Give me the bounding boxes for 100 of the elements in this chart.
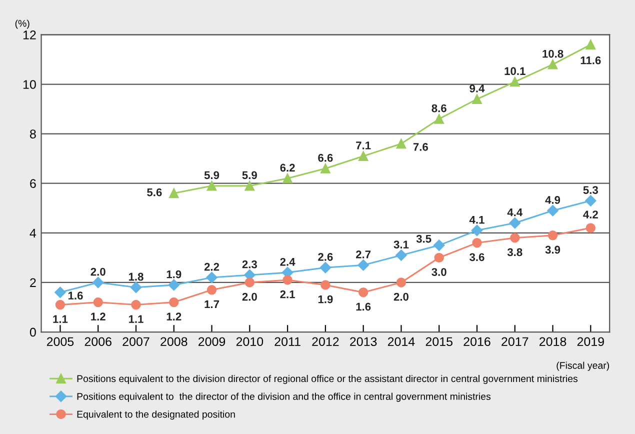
y-tick-label: 0 <box>30 328 36 337</box>
data-label: 2.6 <box>318 252 333 261</box>
point <box>130 282 142 294</box>
data-label: 8.6 <box>432 104 446 112</box>
data-label: 4.9 <box>545 196 560 204</box>
data-label: 1.2 <box>91 312 106 320</box>
x-tick-label: 2005 <box>46 337 74 346</box>
x-tick-label: 2013 <box>350 337 377 346</box>
x-tick-label: 2017 <box>502 337 528 346</box>
data-label: 2.3 <box>242 260 257 268</box>
data-label: 1.9 <box>318 295 333 304</box>
data-label: 2.0 <box>242 292 257 301</box>
point <box>396 250 407 261</box>
x-tick-label: 2010 <box>236 337 264 346</box>
point <box>282 275 292 285</box>
point <box>206 272 218 284</box>
point <box>358 260 369 271</box>
data-label: 3.5 <box>416 234 432 243</box>
y-tick-label: 8 <box>30 130 36 138</box>
point <box>472 238 482 248</box>
point <box>55 300 66 310</box>
point <box>396 138 406 149</box>
data-label: 2.4 <box>280 258 296 266</box>
data-label: 2.7 <box>356 250 371 258</box>
point <box>168 279 180 291</box>
point <box>320 164 330 174</box>
x-tick-label: 2014 <box>388 337 415 346</box>
point <box>396 278 406 288</box>
x-tick-label: 2011 <box>274 337 300 346</box>
legend-label: Positions equivalent to the division director of regional office or the assistant director in central government ministries <box>77 374 578 384</box>
data-label: 1.6 <box>68 292 83 300</box>
point <box>206 180 217 191</box>
data-label: 3.1 <box>394 240 409 248</box>
x-tick-label: 2012 <box>312 337 339 346</box>
data-label: 1.9 <box>166 270 182 278</box>
point <box>510 76 520 87</box>
point <box>169 297 179 308</box>
x-tick-label: 2007 <box>122 337 150 346</box>
y-axis-title: (%) <box>15 20 30 29</box>
data-label: 6.2 <box>280 164 295 172</box>
point <box>244 180 255 191</box>
point <box>548 230 558 240</box>
data-label: 2.0 <box>394 292 408 301</box>
point <box>471 224 483 236</box>
point <box>206 285 217 295</box>
point <box>509 217 520 229</box>
point <box>320 280 330 290</box>
point <box>433 240 445 251</box>
data-label: 10.1 <box>504 67 526 76</box>
x-tick-label: 2019 <box>577 337 604 346</box>
point <box>282 174 292 184</box>
point <box>169 188 179 198</box>
point <box>586 40 596 50</box>
y-tick-label: 10 <box>23 80 36 89</box>
data-label: 3.6 <box>470 253 484 262</box>
point <box>358 151 368 161</box>
data-label: 5.3 <box>583 186 598 194</box>
data-label: 3.9 <box>545 246 560 254</box>
data-label: 3.8 <box>507 248 522 256</box>
point <box>54 286 66 298</box>
data-label: 7.1 <box>356 142 371 150</box>
data-label: 4.1 <box>469 216 484 224</box>
x-tick-label: 2016 <box>464 337 490 346</box>
legend-label: Equivalent to the designated position <box>77 410 235 420</box>
data-label: 1.2 <box>166 312 182 320</box>
point <box>510 233 520 243</box>
data-label: 2.1 <box>280 290 295 298</box>
data-label: 6.6 <box>318 154 333 162</box>
point <box>434 252 444 263</box>
data-label: 1.6 <box>356 302 371 311</box>
data-label: 3.0 <box>432 268 446 276</box>
data-label: 5.6 <box>147 188 162 196</box>
data-label: 1.1 <box>128 315 144 323</box>
x-axis-title: (Fiscal year) <box>556 362 609 371</box>
data-label: 4.2 <box>583 210 598 218</box>
data-label: 2.0 <box>90 268 106 276</box>
x-tick-label: 2009 <box>198 337 226 346</box>
data-label: 1.7 <box>204 300 220 308</box>
point <box>472 94 482 104</box>
data-label: 1.8 <box>128 272 144 281</box>
point <box>92 276 104 288</box>
y-tick-label: 12 <box>23 30 36 40</box>
legend-label: Positions equivalent to the director of the division and the office in central government ministries <box>77 392 491 402</box>
data-label: 1.1 <box>53 315 68 323</box>
point <box>547 205 558 216</box>
point <box>131 300 141 310</box>
data-label: 11.6 <box>580 56 601 64</box>
x-tick-label: 2015 <box>426 337 452 346</box>
data-label: 2.2 <box>204 262 220 271</box>
point <box>93 297 103 308</box>
point <box>434 114 444 124</box>
data-label: 4.4 <box>507 208 523 216</box>
data-label: 7.6 <box>413 143 428 151</box>
data-label: 9.4 <box>470 84 485 92</box>
x-tick-label: 2008 <box>160 337 188 346</box>
y-tick-label: 4 <box>30 228 36 238</box>
data-label: 5.9 <box>242 171 257 180</box>
data-label: 5.9 <box>204 171 220 180</box>
point <box>585 195 596 206</box>
x-tick-label: 2006 <box>84 337 112 346</box>
